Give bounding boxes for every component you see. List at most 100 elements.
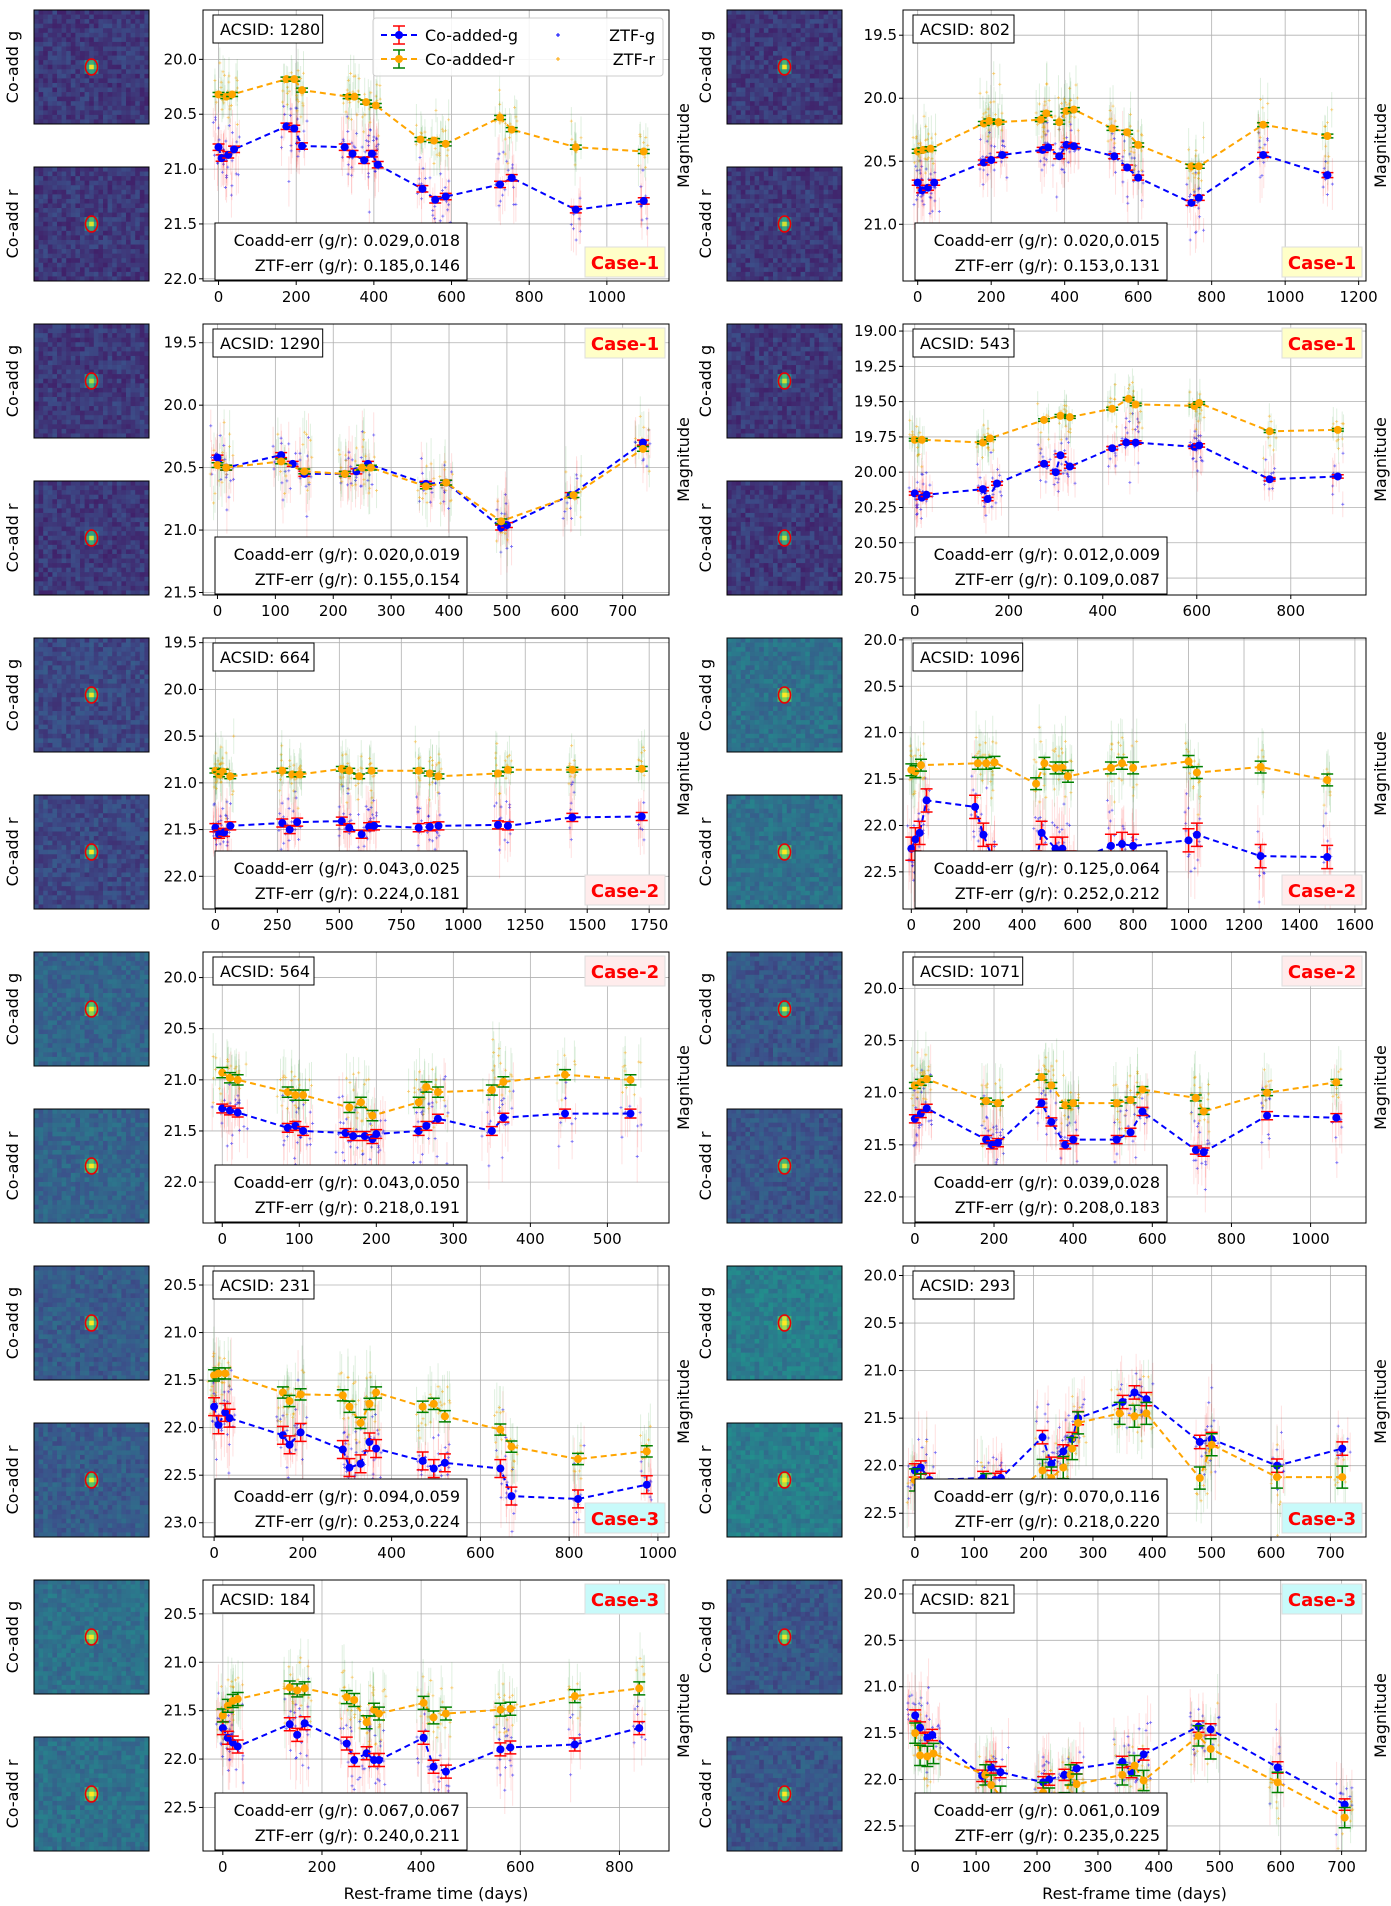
thumb-pixel — [84, 105, 90, 111]
thumb-pixel — [98, 46, 104, 52]
thumb-pixel — [89, 96, 95, 102]
thumb-pixel — [61, 360, 67, 366]
thumb-pixel — [75, 428, 81, 434]
thumb-pixel — [70, 185, 76, 191]
thumb-pixel — [34, 230, 39, 236]
thumb-pixel — [773, 226, 778, 232]
coadded-g-point — [998, 150, 1007, 159]
thumb-pixel — [93, 73, 99, 79]
thumb-pixel — [800, 14, 806, 20]
thumb-pixel — [103, 92, 108, 98]
thumb-pixel — [70, 324, 76, 329]
thumb-pixel — [832, 267, 838, 273]
thumb-pixel — [126, 208, 131, 213]
thumb-pixel — [70, 328, 76, 334]
thumb-pixel — [135, 167, 141, 172]
ztf-r-point — [299, 76, 303, 80]
thumb-pixel — [43, 32, 49, 38]
thumb-pixel — [103, 171, 108, 177]
thumb-pixel — [61, 37, 67, 43]
thumb-pixel — [786, 92, 792, 98]
thumb-pixel — [112, 82, 118, 88]
thumb-pixel — [70, 64, 76, 70]
ztf-g-point — [1069, 122, 1073, 126]
thumb-pixel — [34, 180, 39, 186]
thumb-pixel — [80, 271, 85, 277]
thumb-pixel — [61, 333, 67, 339]
thumb-pixel — [89, 324, 95, 329]
thumb-pixel — [75, 396, 81, 402]
ztf-g-point — [641, 168, 645, 172]
thumb-pixel — [786, 19, 792, 25]
thumb-pixel — [89, 64, 95, 70]
thumb-pixel — [34, 258, 39, 264]
thumb-pixel — [57, 410, 62, 416]
thumb-pixel — [52, 110, 58, 116]
ztf-r-point — [357, 100, 361, 104]
ztf-g-point — [978, 167, 982, 171]
thumb-pixel — [52, 78, 58, 84]
thumb-pixel — [80, 396, 85, 402]
thumb-pixel — [43, 342, 49, 348]
thumb-pixel — [768, 41, 774, 47]
thumb-pixel — [791, 41, 797, 47]
thumb-pixel — [731, 262, 737, 268]
thumb-pixel — [112, 10, 118, 15]
thumb-pixel — [786, 203, 792, 209]
ztf-g-point — [1120, 159, 1124, 163]
thumb-pixel — [823, 171, 829, 177]
thumbnail-coadd-g — [726, 9, 843, 125]
thumb-pixel — [80, 249, 85, 255]
thumb-pixel — [800, 101, 806, 107]
thumb-pixel — [80, 198, 85, 204]
ztf-g-point — [225, 176, 229, 180]
thumb-pixel — [773, 262, 778, 268]
thumb-pixel — [126, 82, 131, 88]
thumb-pixel — [107, 217, 113, 223]
thumb-pixel — [759, 28, 765, 34]
thumb-pixel — [768, 176, 774, 182]
thumb-pixel — [84, 212, 90, 218]
thumb-pixel — [135, 271, 141, 277]
thumb-pixel — [814, 217, 820, 223]
thumb-pixel — [750, 258, 755, 264]
thumb-pixel — [89, 337, 95, 343]
thumb-pixel — [130, 167, 136, 172]
thumb-pixel — [43, 276, 49, 282]
thumb-pixel — [70, 221, 76, 227]
thumb-pixel — [80, 360, 85, 366]
thumb-pixel — [98, 239, 104, 245]
thumb-pixel — [61, 198, 67, 204]
thumb-pixel — [52, 51, 58, 56]
ztf-g-point — [1187, 195, 1191, 199]
thumb-pixel — [828, 78, 834, 84]
thumb-pixel — [736, 51, 742, 56]
ztf-r-point — [228, 107, 232, 111]
thumb-pixel — [828, 194, 834, 200]
thumb-pixel — [814, 180, 820, 186]
thumb-pixel — [809, 185, 815, 191]
thumb-pixel — [736, 253, 742, 259]
thumb-pixel — [786, 46, 792, 52]
thumb-pixel — [805, 23, 811, 29]
thumb-pixel — [727, 212, 732, 218]
coadded-g-point — [230, 145, 239, 154]
ztf-g-point — [1065, 136, 1069, 140]
ztf-r-point — [218, 61, 222, 65]
thumb-pixel — [750, 198, 755, 204]
thumb-pixel — [57, 235, 62, 241]
thumb-pixel — [828, 69, 834, 75]
thumb-pixel — [84, 185, 90, 191]
thumb-pixel — [777, 23, 783, 29]
thumb-pixel — [57, 249, 62, 255]
thumb-pixel — [112, 96, 118, 102]
thumb-pixel — [116, 101, 122, 107]
thumb-pixel — [139, 69, 145, 75]
thumb-pixel — [70, 171, 76, 177]
thumb-pixel — [754, 10, 760, 15]
thumb-pixel — [768, 235, 774, 241]
thumb-pixel — [786, 198, 792, 204]
thumb-pixel — [47, 424, 53, 430]
thumb-pixel — [80, 337, 85, 343]
thumb-pixel — [800, 217, 806, 223]
